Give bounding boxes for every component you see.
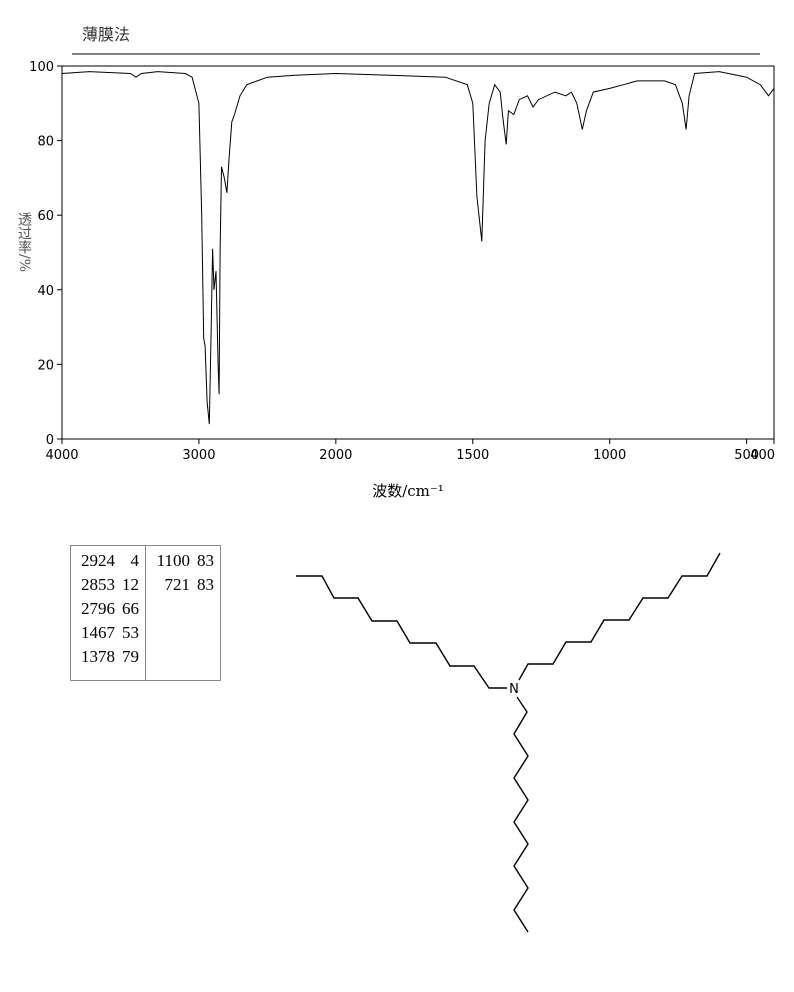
plot-frame [61,65,775,440]
peak-row: 2796 66 [75,597,141,621]
wavenumber: 1100 [156,551,190,570]
wavenumber: 1467 [81,623,115,642]
x-tick-label: 2000 [319,448,352,463]
y-tick-label: 60 [37,209,54,224]
chain [518,552,721,681]
peak-table: 2924 4 2853 12 2796 66 1467 53 1378 79 1100 83 721 83 [70,545,221,681]
transmittance: 12 [122,575,139,594]
y-axis-label: 透过率/% [16,212,32,272]
peak-row: 721 83 [150,573,216,597]
transmittance: 4 [130,551,140,570]
transmittance: 83 [197,551,214,570]
wavenumber: 721 [164,575,191,594]
peak-row: 1467 53 [75,621,141,645]
peak-list: 2924 4 2853 12 2796 66 1467 53 1378 79 [75,549,141,669]
wavenumber: 2924 [81,551,115,570]
wavenumber: 2796 [81,599,115,618]
peak-row: 2853 12 [75,573,141,597]
chain [513,696,529,933]
x-tick-label: 3000 [182,448,215,463]
y-tick-label: 80 [37,135,54,150]
x-tick-label: 400 [750,448,775,463]
peak-column: 2924 4 2853 12 2796 66 1467 53 1378 79 [70,545,146,681]
y-tick-label: 100 [29,60,54,75]
x-tick-label: 1000 [593,448,626,463]
atom-label: N [509,682,519,697]
transmittance: 83 [197,575,214,594]
peak-list: 1100 83 721 83 [150,549,216,597]
chart: 薄膜法 透过率/% 波数/cm⁻¹ 0 20 40 60 80 100 4000 3000 20… [16,25,775,500]
x-tick-label: 4000 [45,448,78,463]
wavenumber: 1378 [81,647,115,666]
transmittance: 53 [122,623,139,642]
bonds [296,552,721,933]
transmittance: 79 [122,647,139,666]
spectrum-line [61,71,775,425]
peak-column: 1100 83 721 83 [145,545,221,681]
peak-row: 2924 4 [75,549,141,573]
peak-row: 1100 83 [150,549,216,573]
peak-row: 1378 79 [75,645,141,669]
wavenumber: 2853 [81,575,115,594]
transmittance: 66 [122,599,139,618]
x-tick-label: 500 [734,448,759,463]
chart-title: 薄膜法 [82,25,130,44]
x-axis-label: 波数/cm⁻¹ [372,482,444,500]
chain [296,575,507,689]
y-tick-label: 0 [46,433,54,448]
y-tick-label: 40 [37,284,54,299]
y-tick-label: 20 [37,358,54,373]
x-tick-label: 1500 [456,448,489,463]
